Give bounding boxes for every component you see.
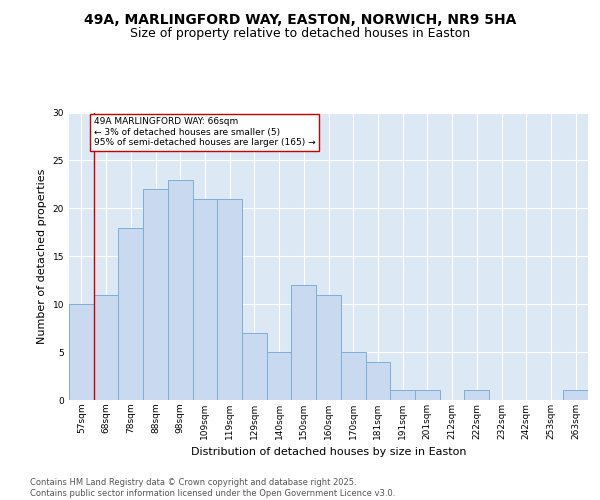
Bar — [118, 228, 143, 400]
Bar — [143, 189, 168, 400]
Bar — [464, 390, 489, 400]
Bar — [415, 390, 440, 400]
Bar — [292, 285, 316, 400]
Bar — [217, 198, 242, 400]
X-axis label: Distribution of detached houses by size in Easton: Distribution of detached houses by size … — [191, 448, 466, 458]
Bar — [316, 294, 341, 400]
Bar — [168, 180, 193, 400]
Text: Contains HM Land Registry data © Crown copyright and database right 2025.
Contai: Contains HM Land Registry data © Crown c… — [30, 478, 395, 498]
Bar — [267, 352, 292, 400]
Bar — [390, 390, 415, 400]
Bar — [341, 352, 365, 400]
Bar — [242, 333, 267, 400]
Text: Size of property relative to detached houses in Easton: Size of property relative to detached ho… — [130, 28, 470, 40]
Text: 49A MARLINGFORD WAY: 66sqm
← 3% of detached houses are smaller (5)
95% of semi-d: 49A MARLINGFORD WAY: 66sqm ← 3% of detac… — [94, 118, 316, 147]
Text: 49A, MARLINGFORD WAY, EASTON, NORWICH, NR9 5HA: 49A, MARLINGFORD WAY, EASTON, NORWICH, N… — [84, 12, 516, 26]
Bar — [563, 390, 588, 400]
Bar — [69, 304, 94, 400]
Bar — [365, 362, 390, 400]
Bar — [193, 198, 217, 400]
Bar — [94, 294, 118, 400]
Y-axis label: Number of detached properties: Number of detached properties — [37, 168, 47, 344]
